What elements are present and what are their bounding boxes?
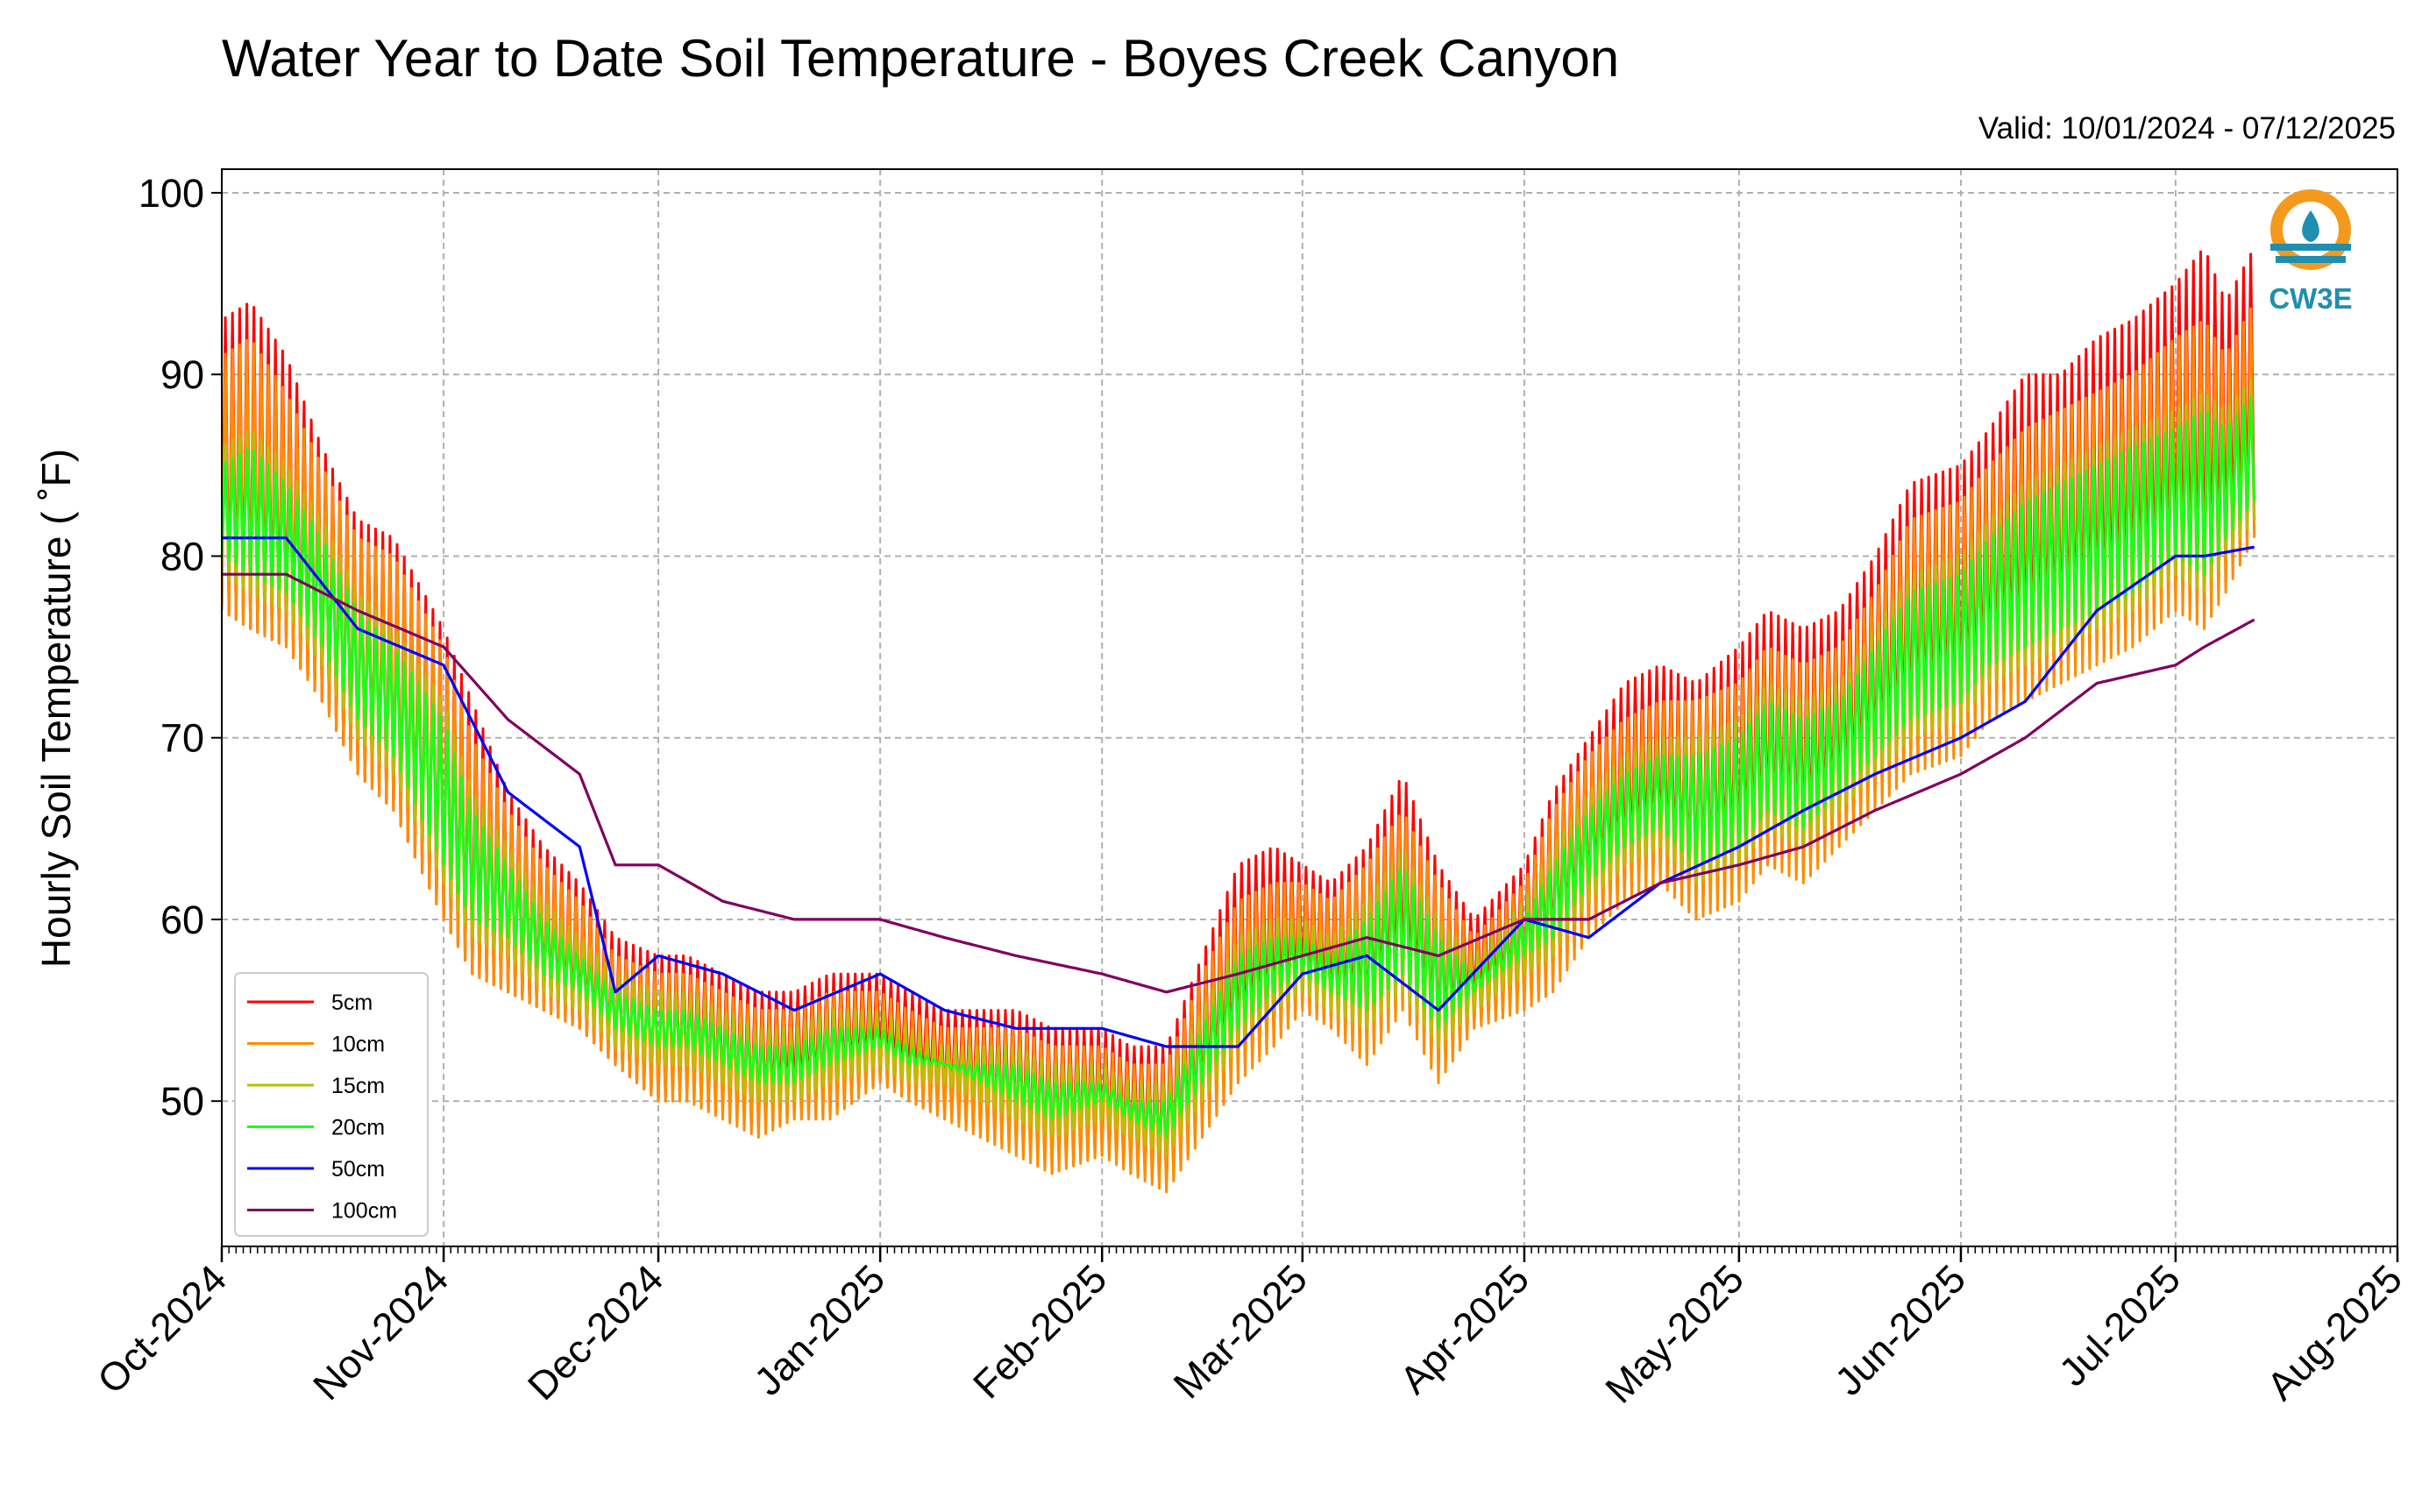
legend: 5cm 10cm 15cm 20cm 50cm 100cm bbox=[234, 972, 429, 1237]
cw3e-logo: CW3E bbox=[2269, 189, 2353, 315]
y-tick-label: 80 bbox=[160, 534, 204, 579]
chart-title: Water Year to Date Soil Temperature - Bo… bbox=[222, 29, 1619, 88]
y-axis: 50 60 70 80 90 100 bbox=[138, 171, 222, 1124]
legend-box bbox=[234, 972, 429, 1237]
legend-label: 100cm bbox=[331, 1199, 397, 1224]
y-tick-label: 90 bbox=[160, 352, 204, 397]
valid-date-range: Valid: 10/01/2024 - 07/12/2025 bbox=[1978, 111, 2396, 146]
y-tick-label: 70 bbox=[160, 716, 204, 761]
logo-text: CW3E bbox=[2269, 282, 2352, 315]
series-line-100cm bbox=[222, 572, 2255, 994]
legend-label: 50cm bbox=[331, 1157, 385, 1182]
legend-label: 10cm bbox=[331, 1033, 385, 1057]
legend-label: 20cm bbox=[331, 1116, 385, 1140]
series-line-50cm bbox=[222, 536, 2255, 1048]
series-line-20cm bbox=[222, 395, 2256, 1139]
legend-label: 15cm bbox=[331, 1074, 385, 1098]
series-group bbox=[222, 250, 2256, 1194]
y-tick-label: 50 bbox=[160, 1079, 204, 1124]
logo-wave-2-icon bbox=[2276, 256, 2346, 263]
y-axis-label: Hourly Soil Temperature ( ˚F) bbox=[33, 449, 79, 968]
logo-wave-1-icon bbox=[2270, 244, 2351, 251]
legend-label: 5cm bbox=[331, 990, 373, 1015]
y-tick-label: 60 bbox=[160, 898, 204, 942]
water-drop-icon bbox=[2302, 210, 2319, 242]
y-tick-label: 100 bbox=[138, 171, 204, 216]
